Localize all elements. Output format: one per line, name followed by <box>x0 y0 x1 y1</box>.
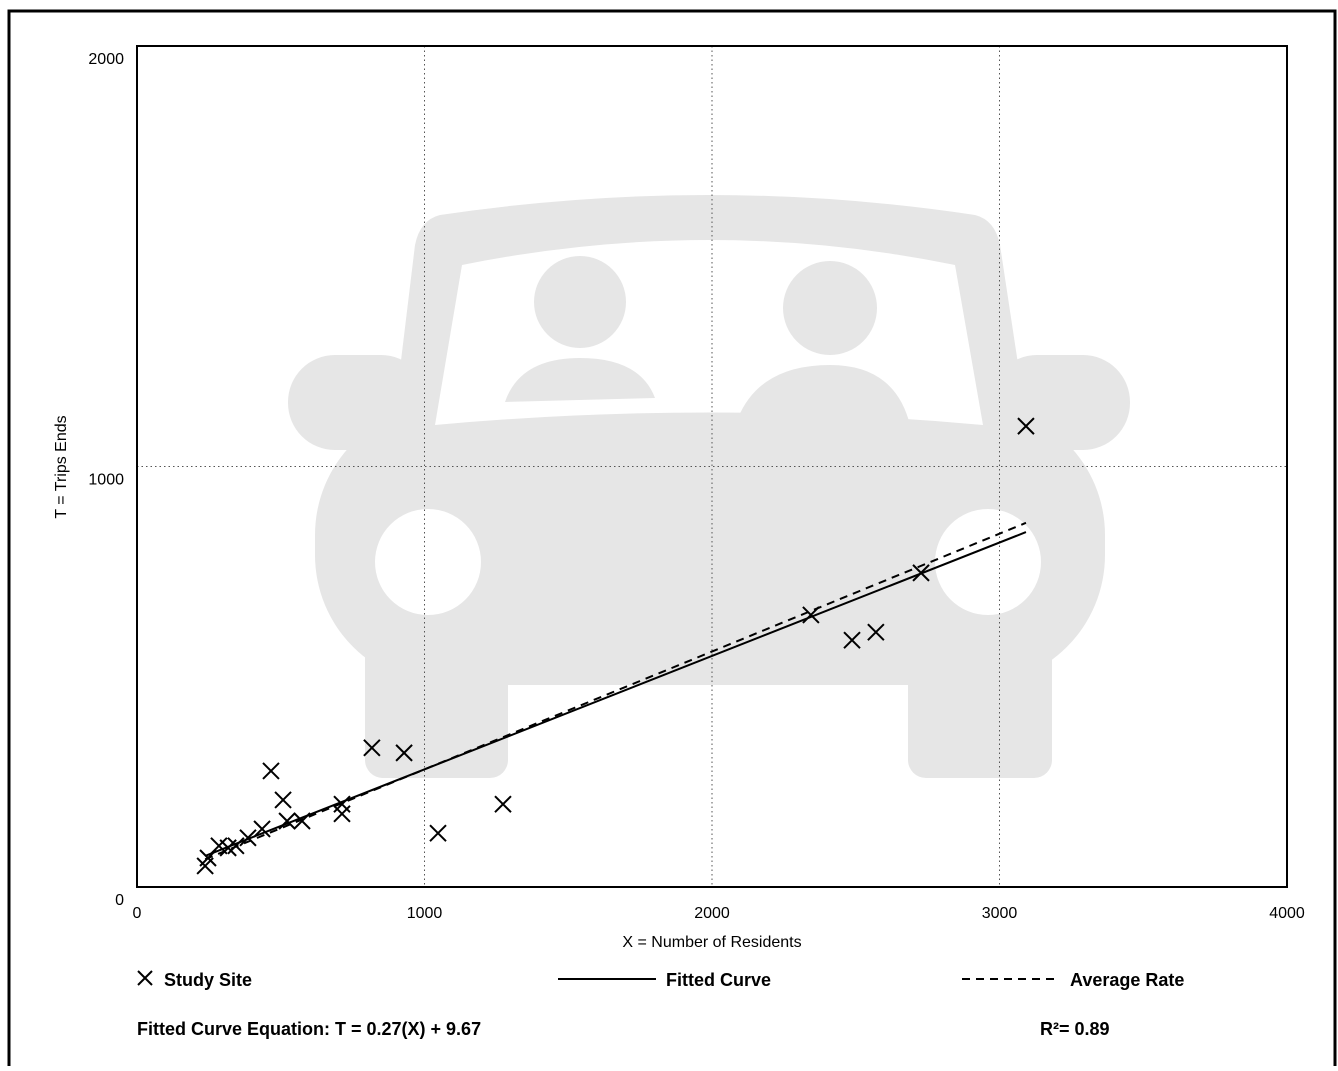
equation: Fitted Curve Equation: T = 0.27(X) + 9.6… <box>137 1019 481 1039</box>
y-tick-label: 0 <box>115 892 124 909</box>
y-axis-label: T = Trips Ends <box>53 415 70 518</box>
data-point <box>867 623 885 641</box>
data-point <box>239 829 257 847</box>
data-point <box>1017 417 1035 435</box>
legend-marker <box>137 970 153 986</box>
data-point <box>494 795 512 813</box>
car-details <box>375 240 1041 615</box>
legend-label: Study Site <box>164 970 252 990</box>
x-tick-label: 0 <box>133 905 142 922</box>
trend-line <box>204 521 1027 861</box>
plot-frame <box>136 45 1288 888</box>
data-point <box>843 631 861 649</box>
data-point <box>429 824 447 842</box>
x-axis-label: X = Number of Residents <box>622 934 801 951</box>
legend-label: Fitted Curve <box>666 970 771 990</box>
y-tick-label: 2000 <box>88 51 124 68</box>
x-tick-label: 4000 <box>1269 905 1305 922</box>
x-tick-label: 2000 <box>694 905 730 922</box>
x-tick-label: 1000 <box>407 905 443 922</box>
data-point <box>274 791 292 809</box>
x-tick-label: 3000 <box>982 905 1018 922</box>
y-tick-label: 1000 <box>88 472 124 489</box>
data-point <box>262 762 280 780</box>
trend-line <box>204 531 1027 857</box>
data-point <box>363 739 381 757</box>
data-point <box>395 744 413 762</box>
data-point <box>333 805 351 823</box>
legend-label: Average Rate <box>1070 970 1184 990</box>
data-point <box>253 820 271 838</box>
frame <box>7 9 1337 1071</box>
r-squared: R²= 0.89 <box>1040 1019 1110 1039</box>
